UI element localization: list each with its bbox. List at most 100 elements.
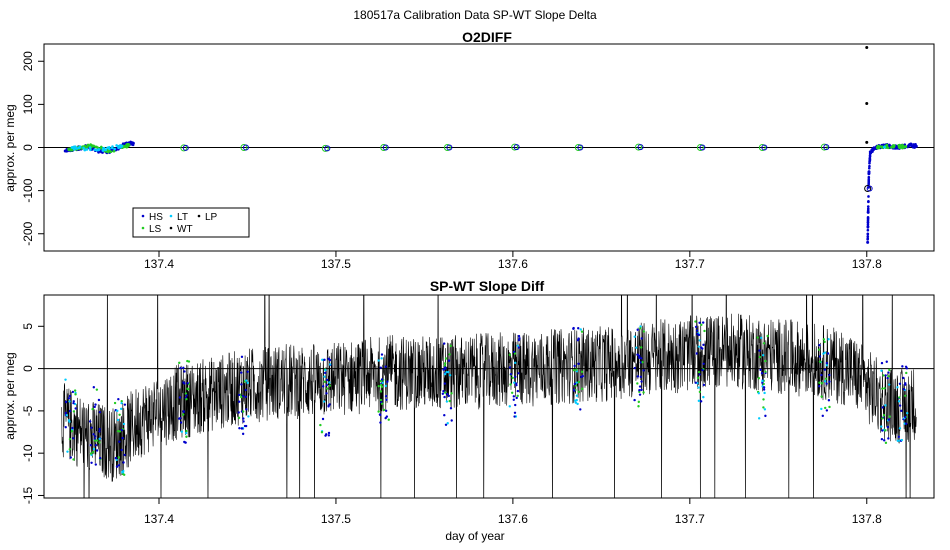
series-wt — [865, 45, 869, 144]
cal-point — [637, 400, 641, 404]
cal-point — [64, 378, 67, 381]
cal-point — [71, 390, 75, 394]
cal-point — [120, 401, 123, 405]
y-tick-label: -100 — [21, 178, 35, 202]
cal-point — [242, 417, 245, 420]
cal-point — [88, 420, 92, 423]
cal-point — [116, 409, 119, 413]
cal-point — [320, 431, 324, 434]
cal-point — [697, 386, 700, 389]
cal-point — [121, 436, 124, 440]
cal-point — [98, 456, 102, 460]
cal-point — [385, 415, 389, 418]
cal-point — [518, 337, 521, 340]
legend-ls-marker — [141, 226, 145, 230]
cal-point — [575, 394, 579, 397]
cal-point — [325, 383, 328, 387]
data-point — [895, 144, 898, 148]
cal-point — [118, 430, 122, 433]
cal-point — [695, 329, 699, 332]
slope-diff-title: SP-WT Slope Diff — [430, 278, 545, 294]
cal-point — [328, 384, 332, 387]
cal-point — [696, 376, 700, 380]
cal-point — [762, 406, 765, 409]
cal-point — [901, 365, 904, 368]
data-point — [876, 146, 879, 150]
cal-point — [764, 359, 767, 363]
cal-point — [90, 461, 93, 464]
cal-point — [902, 388, 906, 391]
data-point — [112, 149, 116, 153]
data-point — [866, 205, 870, 208]
cal-point — [633, 398, 636, 402]
cal-point — [187, 360, 191, 363]
cal-circle-marker — [866, 185, 873, 192]
cal-point — [818, 344, 821, 347]
cal-point — [380, 357, 383, 360]
data-point — [108, 149, 111, 153]
cal-point — [240, 427, 244, 430]
legend-lp-marker — [197, 214, 201, 218]
cal-point — [380, 353, 384, 356]
cal-point — [897, 400, 901, 403]
cal-point — [757, 377, 761, 380]
cal-point — [509, 383, 512, 386]
cal-point — [446, 422, 449, 425]
cal-point — [94, 403, 97, 406]
data-point — [867, 199, 870, 203]
cal-point — [114, 456, 118, 460]
cal-point — [888, 368, 891, 372]
cal-point — [447, 359, 451, 362]
data-point — [867, 166, 871, 170]
data-point — [83, 148, 87, 152]
cal-circle-marker — [446, 144, 453, 151]
data-point — [868, 155, 872, 158]
cal-point — [68, 400, 71, 403]
cal-point — [825, 364, 829, 367]
cal-point — [321, 385, 325, 388]
cal-circle-marker — [324, 145, 331, 152]
data-point — [67, 148, 71, 152]
cal-point — [91, 450, 95, 454]
cal-point — [96, 439, 99, 442]
cal-point — [887, 418, 891, 421]
y-tick-label: 0 — [21, 144, 35, 151]
cal-point — [758, 355, 762, 359]
cal-point — [698, 390, 702, 394]
cal-point — [820, 395, 823, 398]
cal-circle-marker — [699, 144, 706, 151]
cal-point — [447, 370, 450, 374]
cal-point — [702, 395, 705, 399]
data-point — [866, 232, 870, 236]
cal-point — [118, 413, 121, 416]
legend-hs-marker — [141, 214, 145, 218]
data-point — [125, 143, 128, 147]
cal-point — [818, 360, 822, 363]
cal-circle-marker — [240, 144, 248, 151]
data-point — [125, 145, 129, 149]
x-tick-label: 137.6 — [498, 512, 528, 526]
cal-point — [897, 435, 901, 439]
cal-point — [573, 364, 576, 368]
cal-point — [576, 402, 579, 406]
cal-point — [442, 368, 445, 371]
cal-point — [881, 387, 884, 390]
cal-point — [98, 441, 101, 444]
data-point — [880, 145, 884, 148]
cal-point — [238, 393, 241, 397]
cal-point — [89, 452, 93, 455]
cal-point — [64, 426, 67, 429]
series-cal — [180, 143, 873, 192]
cal-point — [904, 394, 907, 397]
cal-circle-marker — [242, 144, 249, 151]
cal-circle-marker — [820, 143, 828, 151]
cal-point — [820, 407, 823, 411]
cal-point — [385, 398, 388, 402]
cal-point — [580, 330, 584, 333]
cal-point — [887, 371, 890, 374]
cal-point — [825, 382, 828, 385]
cal-point — [903, 383, 907, 386]
cal-point — [319, 423, 322, 427]
cal-point — [238, 427, 241, 430]
cal-point — [902, 376, 905, 380]
